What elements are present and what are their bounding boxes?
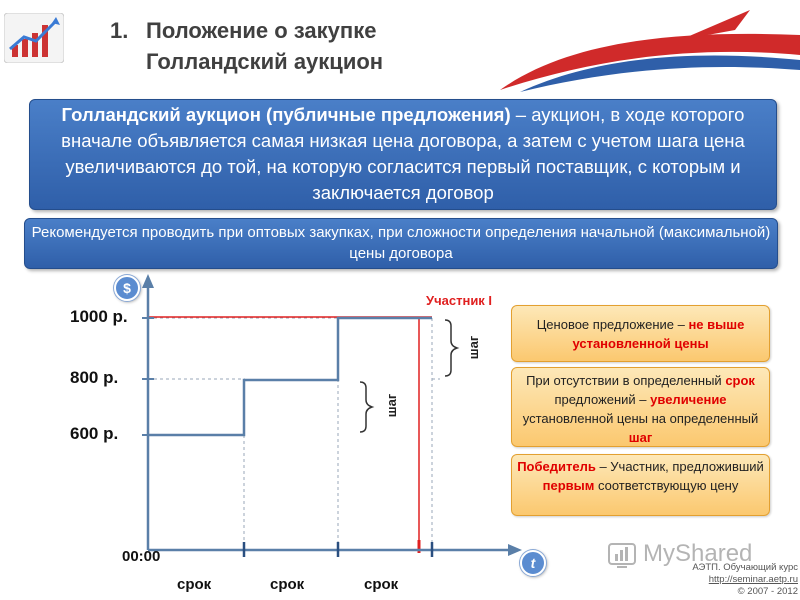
footer-course: АЭТП. Обучающий курс bbox=[692, 562, 798, 573]
price-label-1000: 1000 р. bbox=[70, 307, 128, 326]
time-icon: t bbox=[520, 550, 546, 576]
period-label-1: срок bbox=[177, 576, 212, 593]
definition-term: Голландский аукцион (публичные предложен… bbox=[61, 104, 511, 125]
watermark-logo: MyShared bbox=[607, 540, 767, 572]
time-origin-label: 00:00 bbox=[122, 548, 161, 565]
recommendation-text: Рекомендуется проводить при оптовых заку… bbox=[31, 224, 771, 262]
note-price-increase: При отсутствии в определенный срок предл… bbox=[511, 367, 770, 447]
price-label-800: 800 р. bbox=[70, 368, 119, 387]
step-brace-1 bbox=[359, 381, 375, 433]
page-title: Положение о закупке bbox=[146, 18, 377, 43]
recommendation-box: Рекомендуется проводить при оптовых заку… bbox=[24, 218, 778, 269]
footer-link[interactable]: http://seminar.aetp.ru bbox=[708, 574, 798, 585]
footer-info: АЭТП. Обучающий курс http://seminar.aetp… bbox=[628, 562, 798, 598]
step-label-1: шаг bbox=[384, 393, 400, 418]
step-brace-2 bbox=[444, 319, 460, 377]
y-axis-arrow bbox=[142, 274, 154, 288]
note-winner: Победитель – Участник, предложивший перв… bbox=[511, 454, 770, 516]
period-label-2: срок bbox=[270, 576, 305, 593]
definition-box: Голландский аукцион (публичные предложен… bbox=[29, 99, 777, 210]
note3-text-b: – Участник, предложивший bbox=[595, 459, 764, 474]
header-swoosh-decoration bbox=[480, 0, 800, 95]
price-step-line bbox=[148, 316, 432, 437]
page-subtitle: Голландский аукцион bbox=[146, 49, 384, 74]
definition-text: – аукцион, в ходе которого вначале объяв… bbox=[61, 104, 745, 203]
note2-text-e: установленной цены на определенный bbox=[522, 411, 759, 426]
chart-logo-icon bbox=[3, 12, 65, 64]
note3-text-d: соответствующую цену bbox=[594, 478, 739, 493]
footer-copyright: © 2007 - 2012 bbox=[737, 586, 798, 597]
dollar-icon: $ bbox=[114, 275, 140, 301]
note2-term-period: срок bbox=[725, 373, 755, 388]
note3-term-winner: Победитель bbox=[517, 459, 596, 474]
participant-label: Участник I bbox=[426, 293, 493, 308]
note-price-offer: Ценовое предложение – не выше установлен… bbox=[511, 305, 770, 362]
page-title-number: 1. bbox=[110, 18, 129, 43]
note2-text-a: При отсутствии в определенный bbox=[526, 373, 726, 388]
period-label-3: срок bbox=[364, 576, 399, 593]
note1-highlight: не выше установленной цены bbox=[572, 317, 745, 351]
watermark-brand: MyShared bbox=[643, 540, 753, 567]
note2-term-increase: увеличение bbox=[650, 392, 727, 407]
step-label-2: шаг bbox=[466, 335, 482, 360]
note3-term-first: первым bbox=[542, 478, 595, 493]
x-axis-arrow bbox=[508, 544, 522, 556]
note1-text: Ценовое предложение – bbox=[536, 317, 689, 332]
note2-term-step: шаг bbox=[628, 430, 653, 445]
price-label-600: 600 р. bbox=[70, 424, 119, 443]
note2-text-c: предложений – bbox=[554, 392, 651, 407]
